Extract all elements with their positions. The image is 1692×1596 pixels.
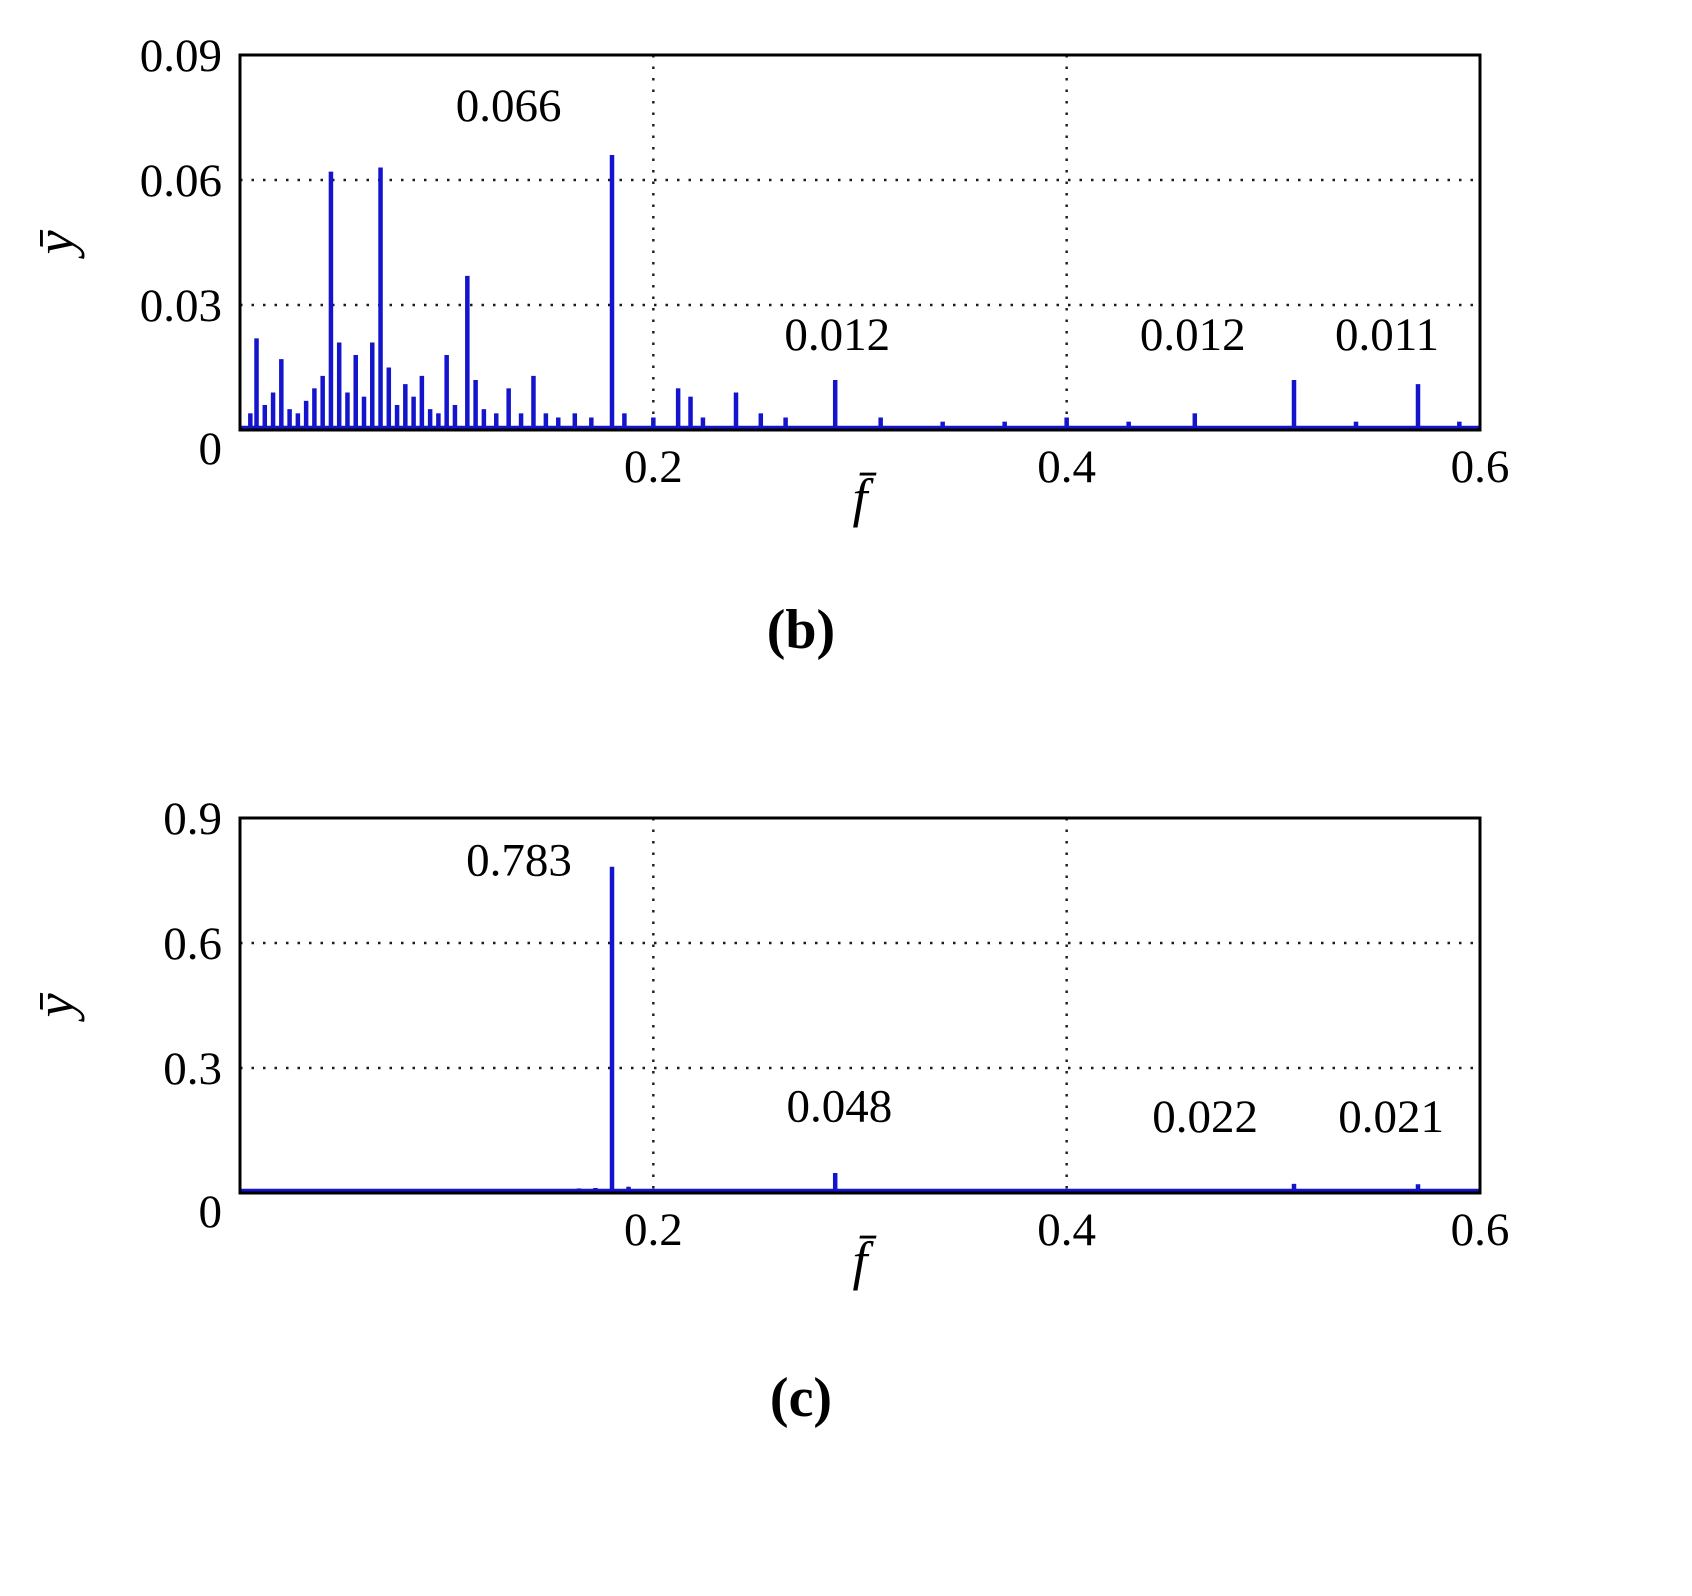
x-tick-label: 0.6 — [1451, 1204, 1510, 1256]
peak-annotation: 0.066 — [456, 80, 562, 132]
x-tick-label: 0.2 — [624, 441, 683, 493]
y-tick-label: 0.06 — [140, 155, 222, 207]
spectrum-chart-c: 0 0.3 0.6 0.9 0.2 0.4 0.6 ȳ f̄ 0.783 0.048 0.022 0.0… — [0, 763, 1692, 1433]
chart-canvas-b: 0 0.03 0.06 0.09 0.2 0.4 0.6 ȳ f̄ 0.066 0.012 0.012… — [25, 30, 1510, 528]
peak-annotation: 0.011 — [1335, 309, 1439, 361]
caption-c: (c) — [769, 1367, 833, 1429]
y-tick-label: 0.3 — [163, 1043, 222, 1095]
y-tick-label: 0 — [199, 1186, 223, 1238]
x-axis-label: f̄ — [852, 1231, 877, 1291]
y-tick-label: 0.03 — [140, 280, 222, 332]
chart-canvas-c: 0 0.3 0.6 0.9 0.2 0.4 0.6 ȳ f̄ 0.783 0.048 0.022 0.0… — [25, 793, 1510, 1291]
peak-annotation: 0.012 — [1140, 309, 1246, 361]
x-tick-label: 0.4 — [1037, 1204, 1096, 1256]
x-tick-label: 0.6 — [1451, 441, 1510, 493]
x-axis-label: f̄ — [852, 468, 877, 528]
peak-annotation: 0.012 — [784, 309, 890, 361]
y-tick-label: 0.09 — [140, 30, 222, 82]
y-axis-label: ȳ — [25, 229, 85, 259]
spectrum-series — [240, 155, 1480, 431]
spectrum-series — [240, 866, 1480, 1194]
y-axis-label: ȳ — [25, 992, 85, 1022]
caption-b: (b) — [766, 599, 836, 661]
x-tick-label: 0.2 — [624, 1204, 683, 1256]
y-tick-label: 0 — [199, 423, 223, 475]
plot-border — [238, 816, 1482, 1195]
y-tick-label: 0.6 — [163, 918, 222, 970]
x-tick-label: 0.4 — [1037, 441, 1096, 493]
spectrum-chart-b: 0 0.03 0.06 0.09 0.2 0.4 0.6 ȳ f̄ 0.066 0.012 0.012… — [0, 0, 1692, 665]
peak-annotation: 0.022 — [1152, 1091, 1258, 1143]
plot-border — [238, 53, 1482, 432]
peak-annotation: 0.783 — [466, 835, 572, 887]
peak-annotation: 0.048 — [786, 1081, 892, 1133]
peak-annotation: 0.021 — [1338, 1091, 1444, 1143]
y-tick-label: 0.9 — [163, 793, 222, 845]
